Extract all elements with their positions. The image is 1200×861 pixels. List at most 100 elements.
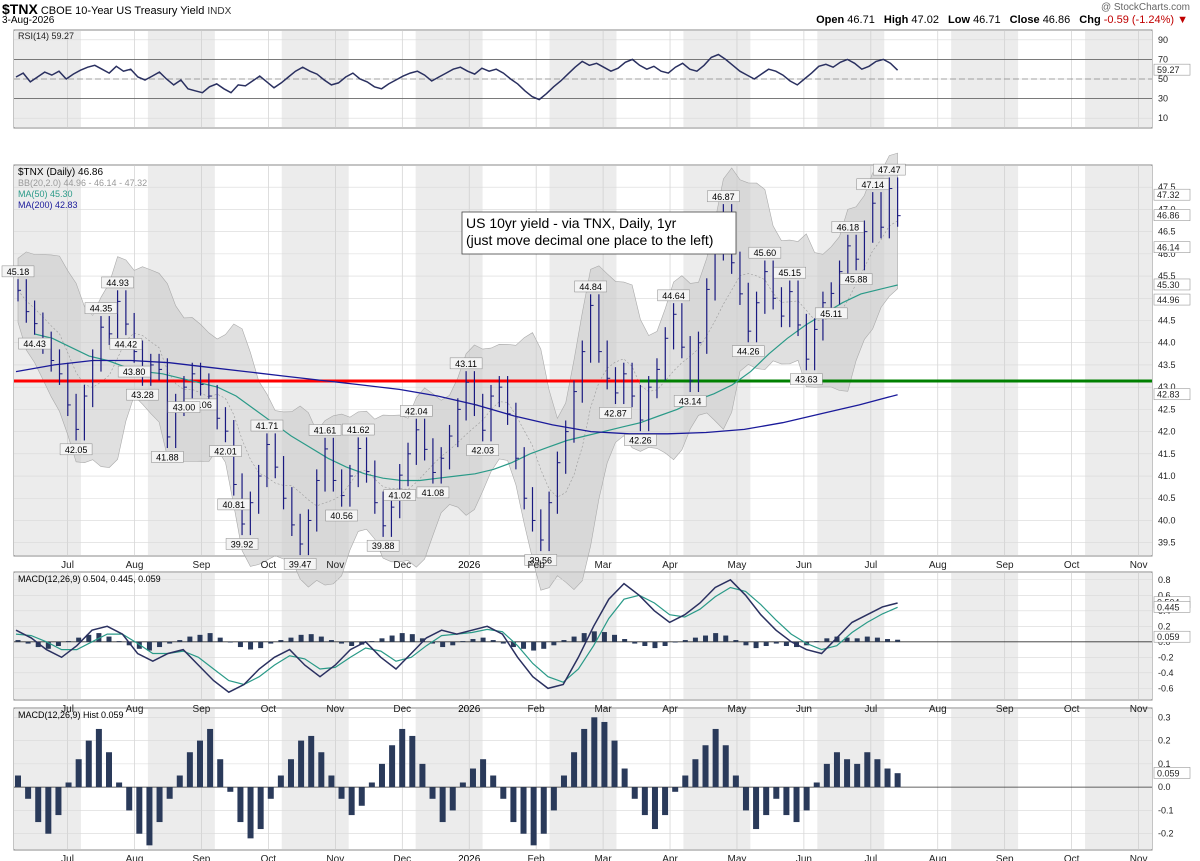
hist-panel-xtick: Dec bbox=[393, 854, 411, 861]
macd-hist-bar bbox=[551, 641, 557, 646]
macd-hist-bar bbox=[450, 641, 456, 646]
price-panel-xtick: Jul bbox=[61, 560, 74, 571]
hist-bar bbox=[449, 787, 456, 811]
ma200-legend: MA(200) 42.83 bbox=[18, 200, 78, 210]
price-label-box bbox=[167, 401, 201, 413]
hist-bar bbox=[732, 775, 739, 788]
hist-bar bbox=[267, 787, 274, 799]
hist-bar bbox=[156, 787, 163, 823]
macd-hist-bar bbox=[116, 641, 122, 642]
hist-bar bbox=[287, 759, 294, 788]
hist-panel-xtick: May bbox=[728, 854, 747, 861]
macd-panel-xtick: Dec bbox=[393, 704, 411, 715]
hist-bar bbox=[702, 745, 709, 788]
macd-line bbox=[15, 578, 898, 694]
hist-bar bbox=[611, 740, 618, 788]
hist-panel-xtick: Jul bbox=[864, 854, 877, 861]
macd-hist-bar bbox=[237, 641, 243, 648]
hist-bar bbox=[378, 763, 385, 788]
price-panel-xtick: Nov bbox=[1130, 560, 1148, 571]
price-label-box bbox=[599, 407, 632, 419]
hist-bar bbox=[773, 787, 780, 799]
price-label-box bbox=[366, 539, 400, 552]
macd-hist-bar bbox=[76, 637, 82, 642]
macd-hist-bar bbox=[15, 640, 21, 642]
macd-hist-bar bbox=[308, 634, 314, 642]
hist-panel-ytick: 0.2 bbox=[1158, 736, 1171, 746]
hist-panel-ytick: 0.3 bbox=[1158, 712, 1171, 722]
price-label: 42.26 bbox=[629, 435, 652, 445]
hist-bar bbox=[864, 752, 871, 788]
price-label: 44.93 bbox=[106, 278, 129, 288]
price-right-label: 45.30 bbox=[1157, 280, 1180, 290]
symbol: $TNX bbox=[2, 1, 38, 17]
hist-bar bbox=[742, 787, 749, 811]
price-label-box bbox=[466, 444, 499, 456]
price-label-box bbox=[624, 434, 657, 446]
price-panel-ytick: 43.0 bbox=[1158, 382, 1176, 392]
macd-hist-bar bbox=[258, 641, 264, 649]
price-label: 39.56 bbox=[530, 555, 553, 565]
price-right-label-box bbox=[1153, 209, 1191, 221]
signal-right-label: 0.445 bbox=[1157, 602, 1180, 612]
price-panel-xtick: Nov bbox=[326, 560, 344, 571]
hist-panel-xtick: Nov bbox=[326, 854, 344, 861]
price-label: 41.88 bbox=[156, 452, 179, 462]
hist-bar bbox=[621, 768, 628, 788]
macd-hist-bar bbox=[824, 638, 830, 642]
annotation-line: US 10yr yield - via TNX, Daily, 1yr bbox=[466, 215, 677, 231]
hist-bar bbox=[429, 787, 436, 799]
annotation-box bbox=[461, 211, 737, 255]
hist-panel-right-label: 0.059 bbox=[1157, 768, 1180, 778]
price-label: 39.88 bbox=[372, 541, 395, 551]
price-label-box bbox=[657, 289, 690, 302]
macd-panel-xtick: 2026 bbox=[458, 704, 481, 715]
macd-hist-bar bbox=[753, 641, 759, 649]
macd-panel-month-band bbox=[817, 573, 885, 699]
hist-panel-month-band bbox=[951, 709, 1019, 849]
hist-bar bbox=[136, 787, 143, 834]
price-label: 41.62 bbox=[347, 425, 370, 435]
low-value: 46.71 bbox=[973, 14, 1001, 26]
macd-panel-month-band bbox=[147, 573, 215, 699]
macd-hist-bar bbox=[146, 641, 152, 651]
price-label-box bbox=[449, 357, 483, 370]
rsi-last-label: 59.27 bbox=[1157, 65, 1180, 75]
hist-bar bbox=[520, 787, 527, 834]
hist-bar bbox=[15, 775, 21, 788]
price-panel-xtick: Oct bbox=[261, 560, 277, 571]
price-right-label: 46.86 bbox=[1157, 211, 1180, 221]
price-label-box bbox=[400, 405, 433, 417]
hist-bar bbox=[277, 775, 284, 788]
price-panel-ytick: 40.5 bbox=[1158, 493, 1176, 503]
price-label: 43.80 bbox=[123, 367, 146, 377]
price-label-box bbox=[416, 486, 450, 499]
price-right-label-box bbox=[1153, 188, 1191, 201]
macd-hist-bar bbox=[601, 632, 607, 642]
price-label: 40.56 bbox=[330, 511, 353, 521]
macd-title: MACD(12,26,9) 0.504, 0.445, 0.059 bbox=[18, 574, 161, 584]
hist-bar bbox=[651, 787, 658, 830]
exchange: INDX bbox=[207, 6, 232, 17]
macd-hist-bar bbox=[692, 637, 698, 642]
macd-hist-bar bbox=[349, 641, 355, 647]
price-label-box bbox=[109, 338, 143, 350]
price-panel-xtick: Sep bbox=[996, 560, 1014, 571]
hist-bar bbox=[217, 759, 224, 788]
price-label-box bbox=[790, 373, 823, 385]
macd-panel-month-band bbox=[1085, 573, 1152, 699]
price-label-box bbox=[873, 163, 906, 176]
macd-hist-bar bbox=[136, 641, 142, 649]
hist-bar bbox=[116, 782, 123, 788]
ma50-line bbox=[33, 284, 898, 482]
price-right-label-box bbox=[1153, 388, 1191, 401]
hist-bar bbox=[75, 759, 82, 788]
macd-panel-ytick: -0.4 bbox=[1158, 668, 1174, 678]
bb-legend: BB(20,2.0) 44.96 - 46.14 - 47.32 bbox=[18, 178, 147, 188]
macd-hist-bar bbox=[642, 641, 648, 647]
macd-hist-bar bbox=[389, 635, 395, 642]
macd-panel-ytick: -0.2 bbox=[1158, 652, 1174, 662]
hist-bar bbox=[207, 728, 214, 788]
annotation-line: (just move decimal one place to the left… bbox=[466, 232, 713, 248]
